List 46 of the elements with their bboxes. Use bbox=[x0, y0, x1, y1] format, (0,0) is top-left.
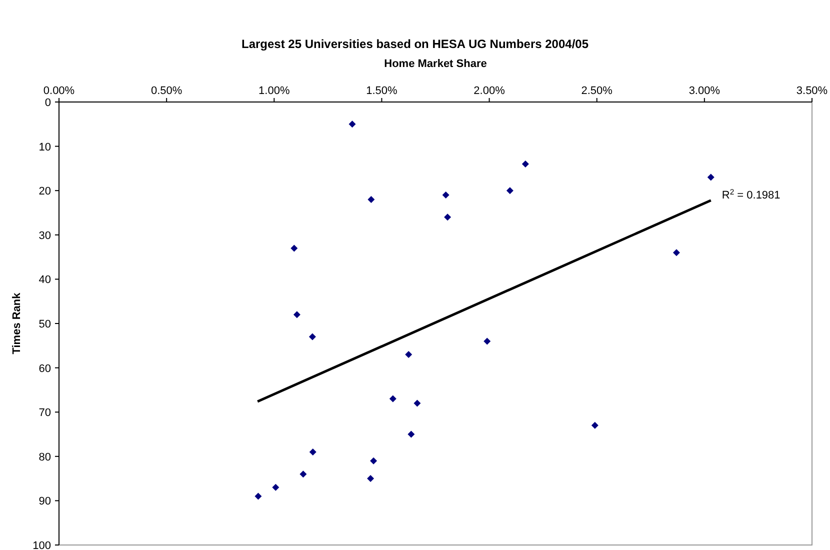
annotation: R$^{2}$ = 0.1981 bbox=[722, 186, 780, 202]
point bbox=[414, 400, 421, 407]
y-axis-title: Times Rank bbox=[11, 292, 23, 354]
y-tick-label: 100 bbox=[32, 540, 51, 550]
y-tick-label: 20 bbox=[38, 186, 51, 198]
y-tick-label: 40 bbox=[38, 274, 51, 286]
x-tick-label: 3.50% bbox=[796, 85, 828, 97]
point bbox=[506, 187, 514, 194]
point bbox=[272, 484, 280, 491]
x-tick-label: 2.50% bbox=[581, 85, 613, 97]
x-tick-label: 0.00% bbox=[43, 85, 75, 97]
point bbox=[300, 470, 307, 478]
y-tick-label: 30 bbox=[38, 230, 51, 242]
y-tick-label: 80 bbox=[38, 451, 51, 464]
y-tick-label: 60 bbox=[38, 362, 51, 375]
x-tick-label: 1.00% bbox=[258, 85, 290, 97]
x-tick-label: 0.50% bbox=[150, 85, 182, 97]
point bbox=[348, 120, 356, 128]
point bbox=[442, 192, 450, 199]
point bbox=[290, 244, 298, 252]
x-tick-label: 1.50% bbox=[366, 85, 398, 97]
x-axis-title: Home Market Share bbox=[384, 58, 487, 70]
point bbox=[389, 395, 396, 402]
y-tick-label: 70 bbox=[38, 407, 51, 420]
point bbox=[368, 196, 375, 203]
point bbox=[309, 448, 316, 456]
point bbox=[367, 475, 374, 482]
y-tick-label: 50 bbox=[38, 318, 51, 330]
point bbox=[405, 351, 412, 358]
point bbox=[591, 422, 598, 429]
chart-title: Largest 25 Universities based on HESA UG Numbers 2004/05 bbox=[241, 37, 589, 51]
point bbox=[444, 214, 452, 221]
point bbox=[408, 430, 415, 438]
y-tick-label: 0 bbox=[44, 97, 51, 109]
point bbox=[672, 249, 680, 256]
point bbox=[707, 174, 714, 181]
x-tick-label: 2.00% bbox=[474, 85, 506, 97]
point bbox=[254, 492, 262, 500]
point bbox=[293, 311, 300, 318]
point bbox=[308, 333, 316, 340]
y-tick-label: 10 bbox=[38, 141, 51, 154]
point bbox=[484, 338, 491, 345]
point bbox=[370, 457, 378, 464]
x-tick-label: 3.00% bbox=[688, 85, 720, 97]
point bbox=[522, 160, 529, 168]
y-tick-label: 90 bbox=[38, 496, 51, 508]
